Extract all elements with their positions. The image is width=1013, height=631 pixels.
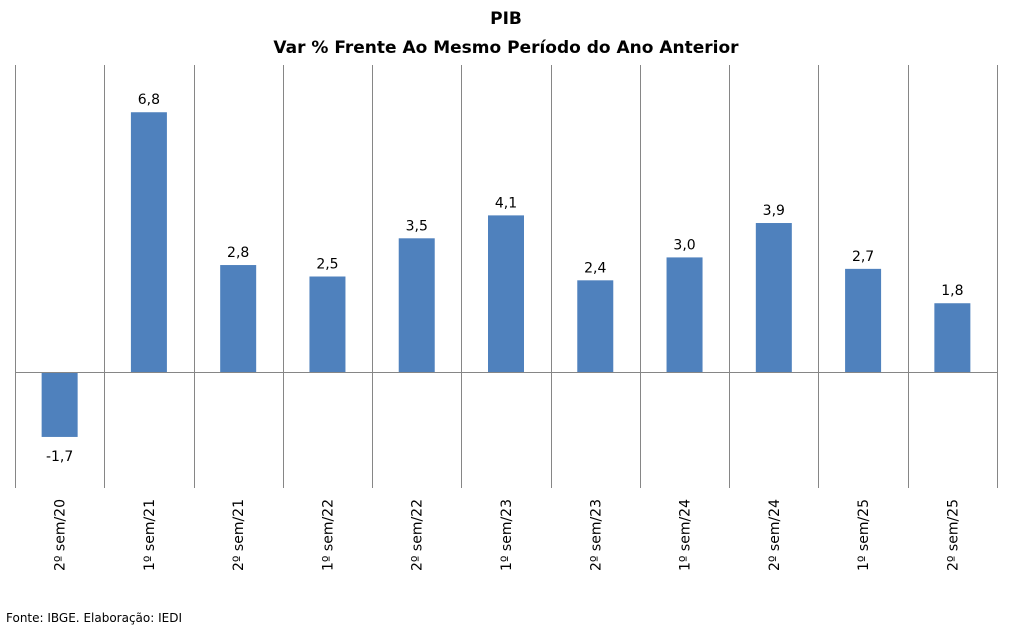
bar: [577, 280, 614, 372]
x-tick-label: 1º sem/25: [856, 499, 872, 571]
x-tick-label: 2º sem/24: [767, 499, 783, 571]
data-label: 2,7: [852, 249, 874, 265]
data-label: 2,8: [227, 245, 249, 261]
data-label: 2,5: [316, 257, 338, 273]
data-label: -1,7: [46, 449, 73, 465]
bar: [398, 238, 435, 372]
data-label: 3,5: [406, 218, 428, 234]
bar: [130, 112, 167, 373]
data-label: 4,1: [495, 195, 517, 211]
source-footnote: Fonte: IBGE. Elaboração: IEDI: [6, 611, 183, 625]
chart-subtitle: Var % Frente Ao Mesmo Período do Ano Ant…: [273, 38, 739, 58]
x-tick-label: 2º sem/23: [588, 499, 604, 571]
x-tick-label: 1º sem/21: [142, 499, 158, 571]
data-label: 6,8: [138, 92, 160, 108]
x-tick-label: 2º sem/20: [53, 499, 69, 571]
chart-title: PIB: [490, 9, 522, 29]
data-label: 3,9: [763, 203, 785, 219]
bar: [488, 215, 524, 372]
bar: [755, 223, 792, 372]
bar: [845, 268, 882, 372]
x-tick-label: 2º sem/25: [945, 499, 961, 571]
bar: [666, 257, 703, 372]
bar: [220, 265, 257, 372]
data-label: 2,4: [584, 260, 606, 276]
bar: [309, 276, 346, 372]
x-tick-label: 1º sem/23: [499, 499, 515, 571]
x-tick-label: 2º sem/21: [231, 499, 247, 571]
data-label: 3,0: [673, 237, 695, 253]
x-tick-label: 1º sem/22: [320, 499, 336, 571]
x-tick-label: 2º sem/22: [410, 499, 426, 571]
data-label: 1,8: [941, 283, 963, 299]
bar: [41, 372, 78, 437]
x-tick-label: 1º sem/24: [678, 499, 694, 571]
bar: [934, 303, 971, 372]
